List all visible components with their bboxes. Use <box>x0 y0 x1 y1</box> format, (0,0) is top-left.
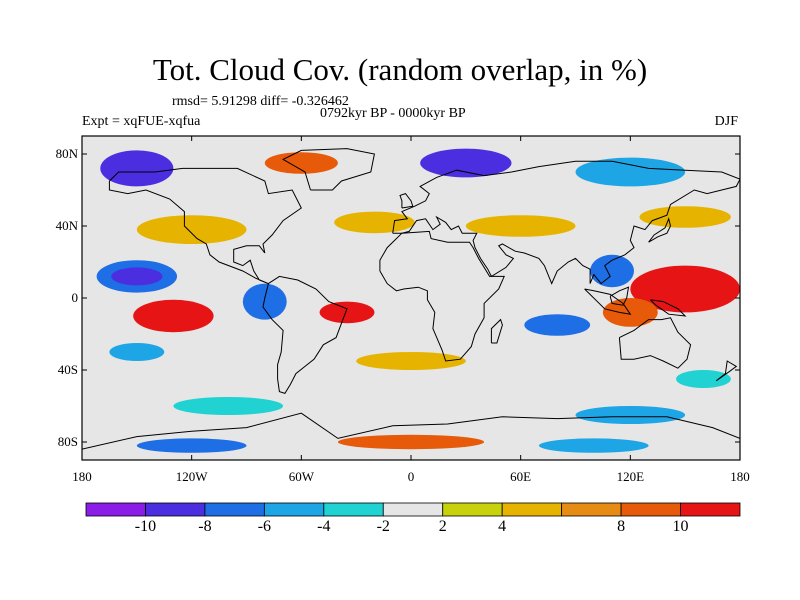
anomaly-region-13 <box>356 352 466 370</box>
anomaly-region-11 <box>639 206 731 228</box>
x-tick-label: 60W <box>288 469 314 484</box>
colorbar-label: -4 <box>317 518 331 535</box>
anomaly-region-15 <box>420 148 512 178</box>
colorbar-label: 8 <box>617 518 626 535</box>
anomaly-region-5 <box>111 267 163 286</box>
x-tick-label: 180 <box>730 469 750 484</box>
y-tick-label: 0 <box>71 290 79 305</box>
anomaly-region-8 <box>524 314 591 336</box>
colorbar-box-2 <box>204 502 265 517</box>
colorbar-label: -10 <box>134 518 157 535</box>
colorbar-box-8 <box>561 502 622 517</box>
colorbar-box-9 <box>620 502 681 517</box>
coastline-north-america <box>108 167 302 285</box>
x-tick-label: 120E <box>616 469 645 484</box>
coastline-new-guinea <box>650 299 687 317</box>
coastline-eurasia <box>392 160 740 285</box>
coastline-borneo <box>609 286 630 306</box>
anomaly-region-6 <box>242 283 287 320</box>
season-label: DJF <box>714 114 738 129</box>
colorbar-label: -8 <box>198 518 212 535</box>
coastline-africa <box>379 230 505 362</box>
coastline-madagascar <box>490 318 503 344</box>
colorbar-box-6 <box>442 502 503 517</box>
anomaly-region-19 <box>575 406 686 424</box>
x-tick-label: 0 <box>407 469 415 484</box>
anomaly-region-14 <box>100 150 174 187</box>
coastline-japan <box>648 217 672 243</box>
colorbar-label: -2 <box>376 518 390 535</box>
colorbar-box-7 <box>501 502 563 517</box>
colorbar-box-4 <box>323 502 384 517</box>
coastline-australia <box>618 317 692 369</box>
colorbar-label: -6 <box>257 518 272 535</box>
axis-ticks <box>81 136 741 460</box>
anomaly-region-23 <box>136 438 247 453</box>
period-text: 0792kyr BP - 0000kyr BP <box>320 106 466 121</box>
colorbar-label: 2 <box>438 518 447 535</box>
map-title: Tot. Cloud Cov. (random overlap, in %) <box>152 52 648 87</box>
y-tick-label: 40N <box>55 218 78 233</box>
colorbar-label: 4 <box>498 518 507 535</box>
colorbar-box-0 <box>85 502 146 517</box>
coastline-antarctica <box>82 412 740 450</box>
coastline-greenland <box>282 148 375 191</box>
coastline-new-zealand <box>715 360 738 382</box>
anomaly-region-18 <box>173 397 284 415</box>
anomaly-region-3 <box>319 301 375 324</box>
y-tick-label: 80S <box>57 434 78 449</box>
colorbar-box-1 <box>145 502 206 517</box>
coastline-indonesia <box>584 288 632 315</box>
coastline-uk <box>399 193 414 209</box>
anomaly-region-22 <box>337 434 485 450</box>
coastlines <box>82 148 740 450</box>
experiment-label: Expt = xqFUE-xqfua <box>82 114 201 129</box>
x-tick-label: 120W <box>175 469 208 484</box>
colorbar-box-5 <box>382 502 444 517</box>
x-tick-label: 180 <box>72 469 92 484</box>
anomaly-region-21 <box>676 370 731 388</box>
colorbar-box-3 <box>263 502 325 517</box>
anomaly-region-7 <box>590 254 634 288</box>
colorbar-label: 10 <box>672 518 689 535</box>
anomaly-region-24 <box>538 438 649 453</box>
anomaly-region-12 <box>465 215 576 237</box>
anomaly-region-20 <box>109 343 165 361</box>
anomaly-region-9 <box>136 215 247 245</box>
coastline-south-america <box>262 275 348 394</box>
y-tick-label: 80N <box>55 146 78 161</box>
stats-text: rmsd= 5.91298 diff= -0.326462 <box>172 94 349 109</box>
colorbar <box>85 502 741 517</box>
anomaly-region-16 <box>264 152 338 174</box>
anomaly-region-17 <box>575 157 686 187</box>
x-tick-label: 60E <box>510 469 532 484</box>
colorbar-box-10 <box>680 502 741 517</box>
y-tick-label: 40S <box>57 362 78 377</box>
anomaly-region-2 <box>133 299 214 333</box>
anomaly-region-1 <box>602 298 658 327</box>
anomaly-region-10 <box>334 211 415 234</box>
